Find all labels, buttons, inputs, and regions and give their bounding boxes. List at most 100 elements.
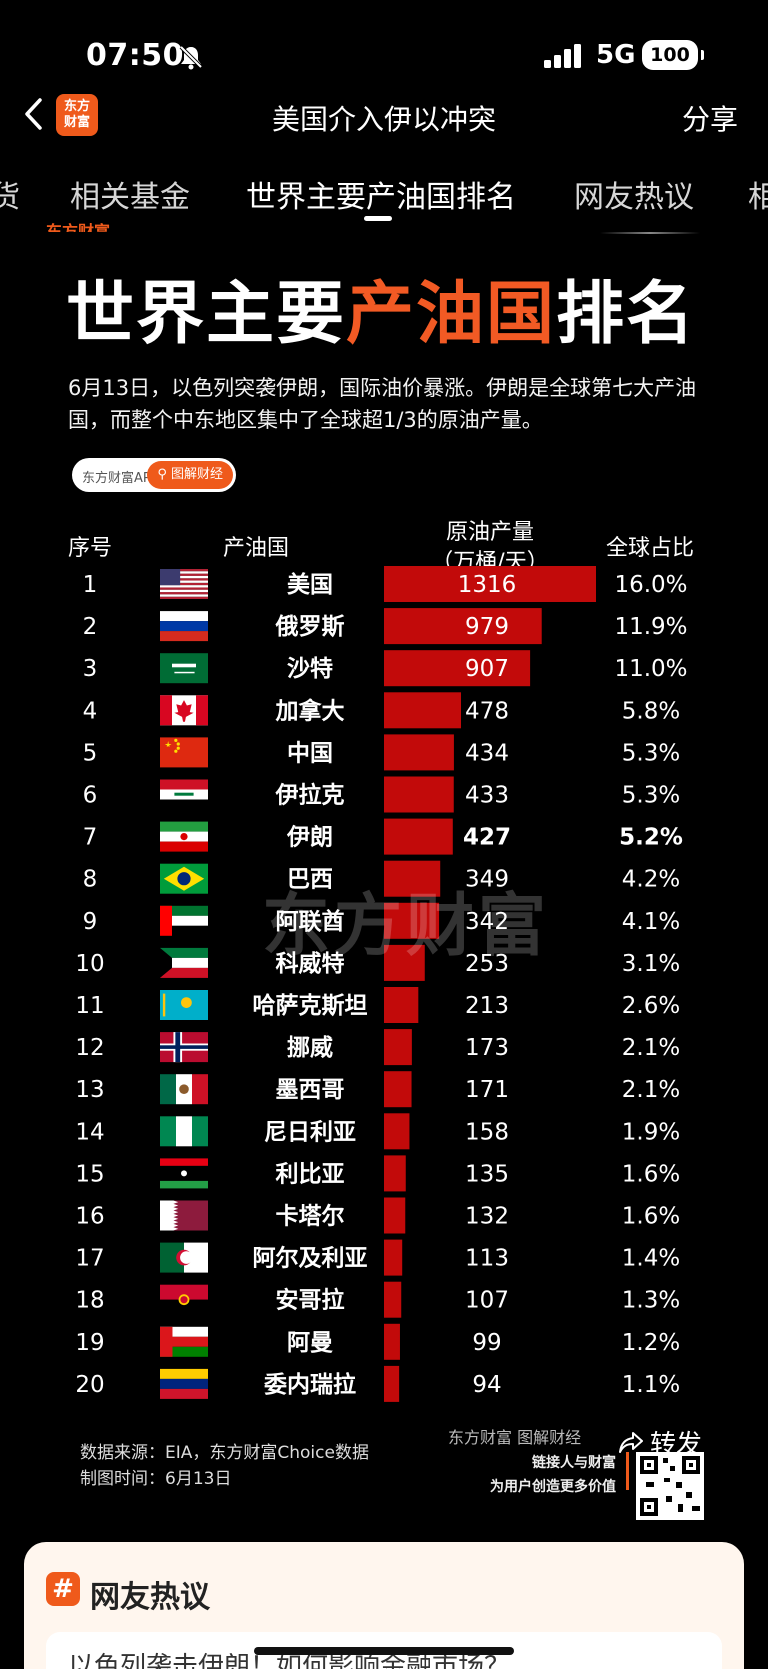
- chart-row-1: 1 美国 1316 16.0%: [83, 566, 688, 602]
- flag-part: [160, 821, 208, 832]
- flag-part: [180, 1296, 188, 1304]
- lead-paragraph: 6月13日，以色列突袭伊朗，国际油价暴涨。伊朗是全球第七大产油国，而整个中东地区…: [68, 376, 697, 432]
- flag-part: [160, 569, 208, 572]
- home-indicator: [254, 1647, 514, 1655]
- country-label: 卡塔尔: [276, 1203, 345, 1230]
- logo-line2: 财富: [63, 115, 90, 130]
- qr-code-icon: [636, 1452, 704, 1520]
- flag-part: [160, 967, 208, 978]
- flag-part: [160, 585, 208, 588]
- tab-partial-left[interactable]: 货: [0, 180, 20, 215]
- flag-part: [160, 1336, 208, 1347]
- chart-row-3: 3 沙特 907 11.0%: [83, 650, 688, 687]
- flag-part: [174, 792, 194, 796]
- brand-line1: 东方财富 图解财经: [448, 1428, 582, 1447]
- ir-flag-icon: [160, 821, 208, 852]
- share-label: 4.1%: [622, 909, 680, 935]
- rank-label: 6: [83, 783, 98, 809]
- bar-sa: [384, 650, 531, 687]
- title-part-c: 排名: [556, 275, 697, 354]
- flag-part: [160, 611, 208, 622]
- ng-flag-icon: [160, 1116, 208, 1147]
- value-label: 342: [465, 909, 509, 935]
- center-watermark: 东方财富: [262, 887, 551, 966]
- flag-part: [160, 589, 208, 593]
- rank-label: 3: [83, 656, 98, 682]
- bar-qa: [384, 1197, 406, 1234]
- flag-part: [160, 575, 208, 579]
- bar-om: [384, 1323, 400, 1360]
- app-logo[interactable]: 东方 财富: [56, 94, 98, 136]
- country-label: 加拿大: [275, 697, 345, 724]
- country-label: 阿联酋: [276, 908, 345, 935]
- flag-part: [180, 833, 188, 841]
- flag-part: [160, 957, 208, 968]
- value-label: 478: [465, 698, 509, 724]
- value-label: 173: [465, 1035, 509, 1061]
- bar-ve: [384, 1365, 400, 1402]
- share-label: 1.6%: [622, 1204, 680, 1230]
- title-part-a: 世界主要: [66, 275, 347, 354]
- flag-part: [160, 592, 208, 595]
- share-label: 4.2%: [622, 867, 680, 893]
- tab-partial-right[interactable]: 相: [748, 180, 768, 215]
- rank-label: 5: [83, 740, 98, 766]
- value-label: 132: [465, 1204, 509, 1230]
- chart-date-line: 制图时间：6月13日: [80, 1469, 232, 1489]
- share-button[interactable]: 分享: [681, 103, 738, 136]
- share-label: 3.1%: [622, 951, 680, 977]
- signal-icon: [544, 44, 581, 68]
- flag-part: [160, 1326, 208, 1337]
- rank-label: 20: [75, 1372, 104, 1398]
- flag-part: [160, 571, 208, 574]
- flag-part: [160, 947, 172, 978]
- share-label: 1.3%: [622, 1288, 680, 1314]
- flag-part: [160, 573, 208, 576]
- ca-flag-icon: [160, 695, 208, 726]
- flag-part: [174, 700, 194, 722]
- rank-label: 18: [75, 1288, 104, 1314]
- flag-part: [160, 1326, 173, 1357]
- sa-flag-icon: [160, 653, 208, 684]
- flag-part: [177, 872, 191, 886]
- flag-part: [160, 947, 208, 958]
- flag-part: [160, 580, 208, 583]
- chart-row-2: 2 俄罗斯 979 11.9%: [83, 608, 688, 645]
- flag-part: [160, 1116, 176, 1147]
- chart-row-20: 20 委内瑞拉 94 1.1%: [75, 1365, 680, 1402]
- cn-flag-icon: [160, 737, 208, 768]
- nav-bar: 东方 财富 美国介入伊以冲突 分享: [0, 90, 768, 140]
- tab-comments[interactable]: 网友热议: [574, 180, 694, 215]
- flag-part: [160, 631, 208, 642]
- bar-mx: [384, 1071, 412, 1108]
- flag-part: [160, 1180, 208, 1189]
- flag-part: [160, 737, 208, 768]
- card-title: 网友热议: [90, 1580, 210, 1615]
- share-label: 5.3%: [622, 740, 680, 766]
- share-label: 1.4%: [622, 1246, 680, 1272]
- bar-ao: [384, 1281, 402, 1318]
- country-label: 阿尔及利亚: [253, 1245, 368, 1272]
- flag-part: [160, 1346, 208, 1357]
- flag-part: [160, 578, 208, 581]
- infographic-title: 世界主要产油国排名: [66, 258, 696, 357]
- share-label: 5.8%: [622, 698, 680, 724]
- value-label: 158: [465, 1119, 509, 1145]
- value-label: 107: [465, 1288, 509, 1314]
- chart-row-19: 19 阿曼 99 1.2%: [75, 1323, 680, 1360]
- value-label: 1316: [458, 572, 517, 598]
- forward-button[interactable]: 转发: [618, 1424, 702, 1461]
- flag-part: [176, 746, 180, 750]
- back-arrow-icon[interactable]: [22, 96, 46, 132]
- country-label: 伊朗: [286, 824, 333, 851]
- tab-oil-ranking[interactable]: 世界主要产油国排名: [246, 180, 516, 215]
- pill-column-name: ⚲ 图解财经: [147, 461, 233, 489]
- flag-part: [160, 905, 172, 936]
- flag-part: [160, 1045, 208, 1049]
- flag-part: [174, 749, 178, 753]
- chart-row-18: 18 安哥拉 107 1.3%: [75, 1281, 680, 1318]
- header-country: 产油国: [222, 536, 289, 561]
- header-share: 全球占比: [605, 536, 694, 561]
- flag-part: [160, 1158, 208, 1166]
- tab-related-funds[interactable]: 相关基金: [70, 180, 190, 215]
